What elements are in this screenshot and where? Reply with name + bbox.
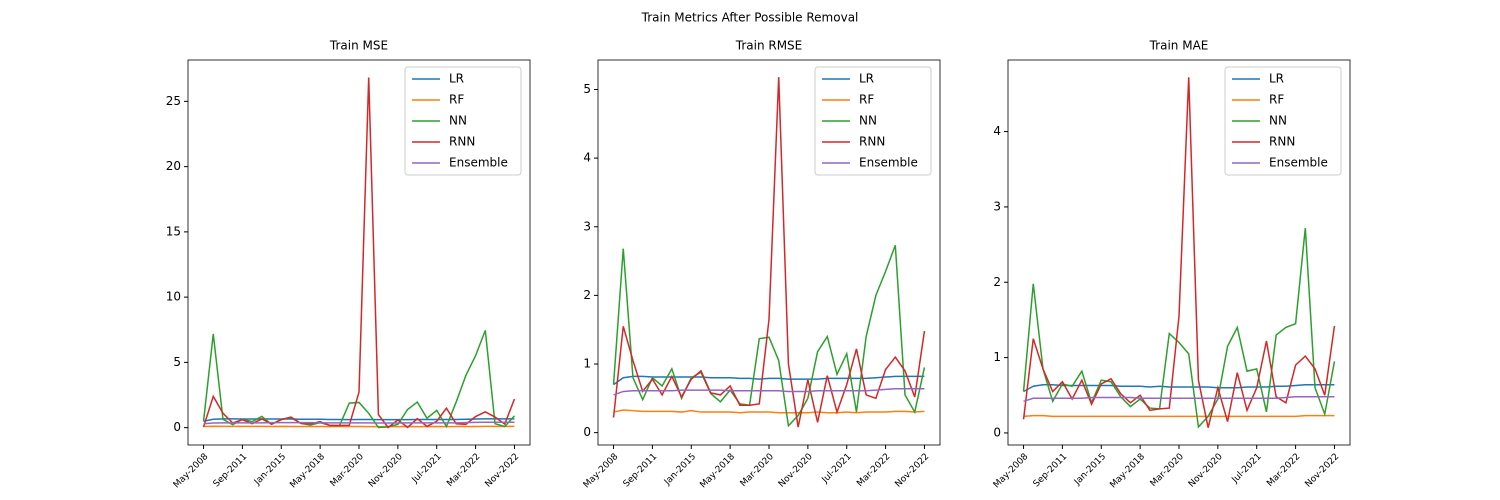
x-tick-label: Nov-2020 xyxy=(1187,452,1225,490)
series-line xyxy=(1023,414,1335,418)
y-tick-label: 0 xyxy=(993,425,1001,439)
y-tick-label: 20 xyxy=(166,159,181,173)
y-tick-label: 5 xyxy=(173,355,181,369)
y-tick-label: 10 xyxy=(166,290,181,304)
x-tick-label: Jan-2015 xyxy=(1072,452,1108,488)
legend-box xyxy=(814,66,932,176)
x-tick-label: May-2008 xyxy=(172,452,211,491)
x-tick-label: Mar-2020 xyxy=(1149,452,1186,489)
x-tick-label: Nov-2020 xyxy=(777,452,815,490)
y-tick-label: 4 xyxy=(993,124,1001,138)
x-tick-label: May-2008 xyxy=(582,452,621,491)
series-line xyxy=(203,421,515,425)
legend-label: RF xyxy=(449,93,464,107)
series-line xyxy=(1022,227,1336,429)
legend-label: LR xyxy=(859,72,874,86)
x-tick-label: May-2008 xyxy=(992,452,1031,491)
y-tick-label: 3 xyxy=(993,199,1001,213)
y-tick-label: 0 xyxy=(173,420,181,434)
x-tick-label: May-2018 xyxy=(1108,452,1147,491)
x-tick-label: Mar-2022 xyxy=(855,452,892,489)
subplot-title: Train MAE xyxy=(1149,39,1209,53)
x-tick-label: Mar-2022 xyxy=(445,452,482,489)
y-tick-label: 2 xyxy=(583,288,591,302)
x-tick-label: Sep-2011 xyxy=(212,452,250,490)
legend: LR RF NN RNN Ensemble xyxy=(1224,66,1342,176)
y-tick-label: 5 xyxy=(583,82,591,96)
series-line xyxy=(1022,77,1336,428)
y-tick-label: 1 xyxy=(993,350,1001,364)
y-tick-label: 15 xyxy=(166,224,181,238)
legend-label: Ensemble xyxy=(1269,156,1328,170)
series-line xyxy=(1023,383,1335,393)
x-tick-label: Jan-2015 xyxy=(662,452,698,488)
x-tick-label: May-2018 xyxy=(698,452,737,491)
y-tick-label: 3 xyxy=(583,219,591,233)
legend-label: LR xyxy=(449,72,464,86)
series-line xyxy=(203,418,515,422)
series-line xyxy=(613,387,925,396)
y-tick-label: 0 xyxy=(583,425,591,439)
x-tick-label: Mar-2020 xyxy=(739,452,776,489)
legend-label: NN xyxy=(449,114,467,128)
x-tick-label: Mar-2022 xyxy=(1265,452,1302,489)
x-tick-label: Mar-2020 xyxy=(329,452,366,489)
x-tick-label: May-2018 xyxy=(288,452,327,491)
legend-label: Ensemble xyxy=(449,156,508,170)
series-line xyxy=(613,375,925,386)
axes-frame xyxy=(1007,59,1351,446)
subplot-title: Train MSE xyxy=(329,39,388,53)
legend: LR RF NN RNN Ensemble xyxy=(814,66,932,176)
y-tick-label: 4 xyxy=(583,151,591,165)
legend-label: LR xyxy=(1269,72,1284,86)
x-tick-label: Jul-2021 xyxy=(410,452,444,486)
legend-box xyxy=(1224,66,1342,176)
x-tick-label: Nov-2022 xyxy=(1304,452,1342,490)
x-tick-label: Nov-2022 xyxy=(484,452,522,490)
axes-frame xyxy=(597,59,941,446)
y-tick-label: 25 xyxy=(166,94,181,108)
legend-label: RNN xyxy=(449,135,475,149)
x-tick-label: Jul-2021 xyxy=(820,452,854,486)
legend-label: Ensemble xyxy=(859,156,918,170)
legend-label: RNN xyxy=(1269,135,1295,149)
subplot-title: Train RMSE xyxy=(735,39,803,53)
series-line xyxy=(202,330,516,429)
y-tick-label: 2 xyxy=(993,275,1001,289)
series-line xyxy=(613,409,925,414)
x-tick-label: Jan-2015 xyxy=(252,452,288,488)
series-line xyxy=(1023,396,1335,403)
legend-label: RF xyxy=(859,93,874,107)
axes-frame xyxy=(187,59,531,446)
x-tick-label: Nov-2020 xyxy=(367,452,405,490)
series-line xyxy=(612,77,926,428)
x-tick-label: Nov-2022 xyxy=(894,452,932,490)
series-line xyxy=(612,245,926,428)
x-tick-label: Sep-2011 xyxy=(622,452,660,490)
legend-label: NN xyxy=(859,114,877,128)
legend-label: NN xyxy=(1269,114,1287,128)
legend-label: RF xyxy=(1269,93,1284,107)
legend: LR RF NN RNN Ensemble xyxy=(404,66,522,176)
figure-title: Train Metrics After Possible Removal xyxy=(641,11,859,25)
legend-label: RNN xyxy=(859,135,885,149)
x-tick-label: Jul-2021 xyxy=(1230,452,1264,486)
legend-box xyxy=(404,66,522,176)
x-tick-label: Sep-2011 xyxy=(1032,452,1070,490)
y-tick-label: 1 xyxy=(583,357,591,371)
